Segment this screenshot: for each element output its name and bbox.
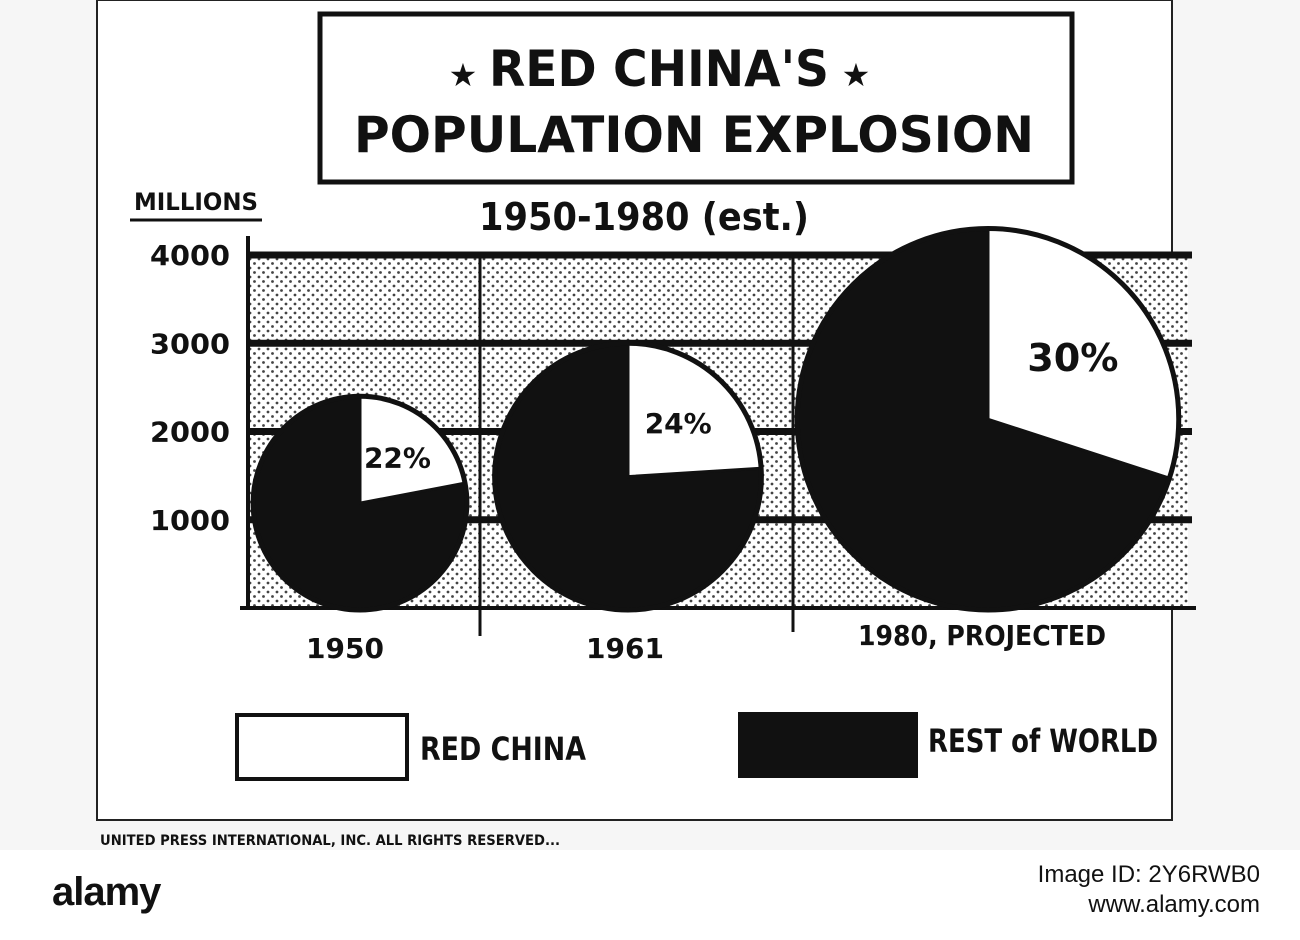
pie-percent-label: 22% — [364, 442, 431, 475]
title-text-2: POPULATION EXPLOSION — [354, 106, 1034, 164]
chart: ★ RED CHINA'S ★ POPULATION EXPLOSION 195… — [96, 0, 1196, 849]
watermark-info: Image ID: 2Y6RWB0 www.alamy.com — [1038, 860, 1260, 920]
x-category-label: 1950 — [306, 632, 384, 665]
y-tick-label: 2000 — [150, 416, 230, 449]
y-tick-label: 4000 — [150, 239, 230, 272]
y-tick-labels: 1000 2000 3000 4000 — [150, 239, 230, 537]
watermark-site: www.alamy.com — [1088, 891, 1260, 918]
y-axis-label: MILLIONS — [134, 188, 258, 216]
legend-label-red-china: RED CHINA — [420, 730, 586, 768]
legend: RED CHINA REST of WORLD — [235, 712, 1158, 781]
pie-1: 22% — [250, 393, 470, 613]
watermark-image-id: Image ID: 2Y6RWB0 — [1037, 861, 1260, 888]
pie-percent-label: 24% — [645, 407, 712, 440]
pie-3: 30% — [794, 226, 1182, 613]
pie-percent-label: 30% — [1027, 336, 1118, 380]
pie-slice-rest-of-world — [797, 228, 1170, 610]
legend-label-rest-of-world: REST of WORLD — [928, 722, 1158, 760]
pies: 22% 24% 30% — [250, 226, 1182, 613]
title-star-left: ★ — [449, 56, 478, 94]
x-category-labels: 1950 1961 1980, PROJECTED — [306, 619, 1106, 665]
title-box — [317, 11, 1075, 185]
pie-2: 24% — [492, 340, 764, 613]
watermark-bar: alamy Image ID: 2Y6RWB0 www.alamy.com — [0, 850, 1300, 940]
title-text-1: RED CHINA'S — [489, 40, 829, 98]
legend-swatch-red-china — [235, 713, 409, 781]
credit-line: UNITED PRESS INTERNATIONAL, INC. ALL RIG… — [100, 833, 560, 849]
pie-outline — [492, 340, 764, 613]
title-star-right: ★ — [842, 56, 871, 94]
chart-subtitle: 1950-1980 (est.) — [479, 195, 809, 239]
y-tick-label: 3000 — [150, 327, 230, 360]
x-category-label: 1980, PROJECTED — [858, 619, 1106, 652]
x-category-label: 1961 — [586, 632, 664, 665]
pie-outline — [250, 393, 470, 613]
legend-swatch-rest-of-world — [738, 712, 918, 778]
y-tick-label: 1000 — [150, 504, 230, 537]
watermark-logo: alamy — [52, 870, 161, 914]
title-line-1: ★ RED CHINA'S ★ — [449, 40, 871, 98]
pie-outline — [794, 226, 1182, 613]
